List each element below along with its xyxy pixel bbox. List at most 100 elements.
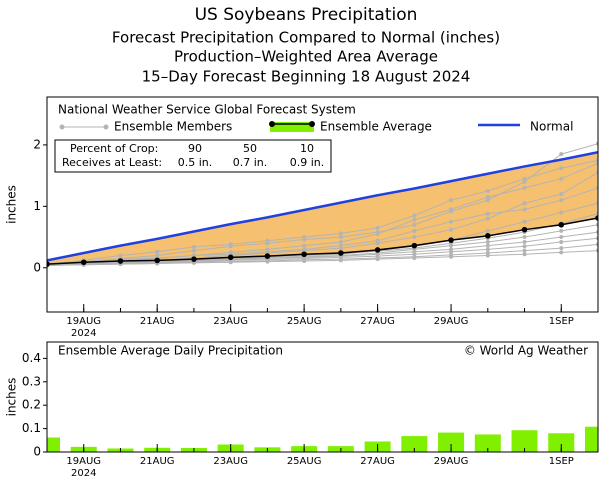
x-tick-label: 25AUG bbox=[287, 316, 322, 327]
x-tick-label: 1SEP bbox=[549, 456, 574, 467]
crop-table-amount: 0.7 in. bbox=[233, 156, 268, 169]
x-tick-label: 29AUG bbox=[434, 456, 469, 467]
avg-dot bbox=[301, 251, 307, 258]
member-dot bbox=[412, 213, 417, 218]
crop-table-box bbox=[54, 139, 332, 173]
member-dot bbox=[191, 253, 196, 258]
x-tick-label: 23AUG bbox=[213, 316, 248, 327]
member-dot bbox=[559, 152, 564, 157]
member-dot bbox=[449, 227, 454, 232]
member-line bbox=[47, 162, 598, 265]
member-dot bbox=[522, 244, 527, 249]
avg-dot bbox=[448, 237, 454, 243]
member-dot bbox=[302, 259, 307, 264]
y-tick-label: 1 bbox=[33, 199, 41, 213]
member-dot bbox=[338, 235, 343, 240]
subtitle: Forecast Precipitation Compared to Norma… bbox=[112, 29, 500, 47]
member-line bbox=[47, 187, 598, 265]
member-line bbox=[47, 159, 598, 265]
member-line bbox=[47, 250, 598, 266]
member-dot bbox=[522, 207, 527, 212]
plot-area bbox=[47, 141, 598, 268]
crop-table-amount: 0.9 in. bbox=[290, 156, 325, 169]
member-dot bbox=[559, 228, 564, 233]
panel-title: Ensemble Average Daily Precipitation bbox=[58, 344, 283, 358]
y-axis-label: inches bbox=[5, 378, 19, 417]
member-dot bbox=[559, 176, 564, 181]
member-dot bbox=[412, 228, 417, 233]
legend-label: Ensemble Average bbox=[320, 120, 432, 134]
member-dot bbox=[485, 247, 490, 252]
member-dot bbox=[191, 244, 196, 249]
member-dot bbox=[302, 243, 307, 248]
member-dot bbox=[449, 249, 454, 254]
subtitle: Production–Weighted Area Average bbox=[174, 48, 438, 66]
member-dot bbox=[265, 249, 270, 254]
crop-table-percent: 50 bbox=[243, 142, 257, 155]
member-dot bbox=[522, 185, 527, 190]
member-dot bbox=[412, 235, 417, 240]
member-dot bbox=[559, 198, 564, 203]
x-year-label: 2024 bbox=[71, 468, 96, 479]
member-dot bbox=[338, 258, 343, 263]
member-dot bbox=[559, 235, 564, 240]
member-dot bbox=[485, 253, 490, 258]
member-dot bbox=[485, 211, 490, 216]
x-tick-label: 21AUG bbox=[140, 456, 175, 467]
member-dot bbox=[449, 243, 454, 248]
member-dot bbox=[375, 238, 380, 243]
member-dot bbox=[559, 250, 564, 255]
y-axis-label: inches bbox=[5, 185, 19, 224]
member-dot bbox=[449, 219, 454, 224]
bar bbox=[511, 430, 538, 452]
y-tick-label: 0.3 bbox=[22, 374, 41, 388]
member-line bbox=[47, 231, 598, 266]
y-tick-label: 0.4 bbox=[22, 351, 41, 365]
crop-table-percent: 10 bbox=[300, 142, 314, 155]
x-tick-label: 23AUG bbox=[213, 456, 248, 467]
crop-table-percent: 90 bbox=[188, 142, 202, 155]
member-dot bbox=[522, 235, 527, 240]
plot-frame bbox=[46, 96, 599, 313]
member-dot bbox=[449, 198, 454, 203]
plot-frame bbox=[46, 341, 599, 453]
x-tick-label: 19AUG bbox=[66, 316, 101, 327]
avg-dot bbox=[411, 242, 418, 249]
member-dot bbox=[412, 255, 417, 260]
member-dot bbox=[228, 260, 233, 265]
bar bbox=[585, 426, 598, 452]
crop-table-amount: 0.5 in. bbox=[178, 156, 213, 169]
legend-title: National Weather Service Global Forecast… bbox=[58, 103, 356, 117]
member-dot bbox=[191, 260, 196, 265]
member-dot bbox=[485, 243, 490, 248]
member-dot bbox=[485, 188, 490, 193]
x-tick-label: 27AUG bbox=[360, 316, 395, 327]
x-tick-label: 21AUG bbox=[140, 316, 175, 327]
avg-dot bbox=[338, 250, 344, 256]
member-dot bbox=[522, 176, 527, 181]
chart-title: US Soybeans Precipitation bbox=[195, 5, 418, 25]
avg-dot bbox=[521, 226, 528, 233]
member-dot bbox=[338, 243, 343, 248]
avg-dot bbox=[485, 233, 491, 239]
member-dot bbox=[522, 252, 527, 257]
x-tick-label: 29AUG bbox=[434, 316, 469, 327]
member-dot bbox=[228, 242, 233, 247]
member-dot bbox=[485, 216, 490, 221]
avg-dot bbox=[374, 247, 381, 253]
legend-swatch bbox=[270, 122, 314, 132]
member-dot bbox=[265, 238, 270, 243]
member-dot bbox=[375, 225, 380, 230]
member-dot bbox=[375, 257, 380, 262]
member-dot bbox=[302, 235, 307, 240]
avg-dot bbox=[595, 215, 598, 221]
member-dot bbox=[522, 179, 527, 184]
bar bbox=[438, 432, 465, 452]
member-dot bbox=[522, 248, 527, 253]
legend-label: Ensemble Members bbox=[114, 120, 232, 134]
x-tick-label: 19AUG bbox=[66, 456, 101, 467]
member-dot bbox=[302, 247, 307, 252]
legend-label: Normal bbox=[530, 120, 573, 134]
y-tick-label: 0 bbox=[33, 445, 41, 459]
credit: © World Ag Weather bbox=[464, 344, 588, 358]
